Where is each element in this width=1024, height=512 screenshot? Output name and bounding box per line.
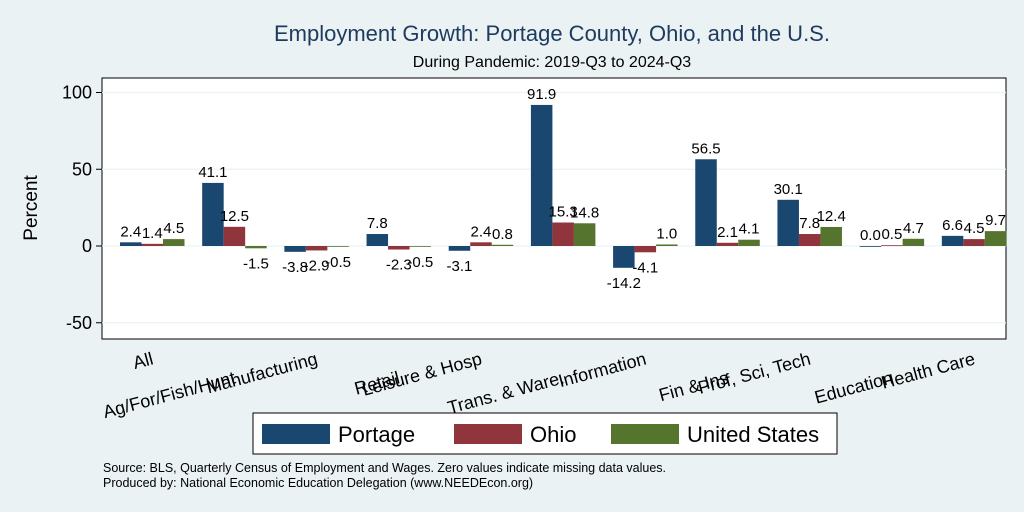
- bar-united-states: [656, 244, 678, 246]
- bar-ohio: [141, 243, 163, 246]
- data-label: -4.1: [632, 259, 658, 276]
- bar-portage: [530, 104, 553, 246]
- bar-united-states: [573, 223, 596, 246]
- data-label: 4.5: [964, 220, 985, 237]
- data-labels: 2.4 1.4 4.541.112.5-1.5 -3.8-2.9-0.57.8-2.3…: [120, 86, 1006, 292]
- data-label: 1.4: [142, 225, 163, 242]
- data-label: -14.2: [607, 275, 641, 292]
- y-tick-label: 0: [82, 236, 92, 256]
- data-label: -3.1: [447, 258, 473, 275]
- legend: Portage Ohio United States: [252, 412, 838, 455]
- data-label: 30.1: [774, 181, 803, 198]
- y-tick-label: 50: [72, 159, 92, 179]
- x-tick-label: Health Care: [879, 349, 977, 393]
- x-tick-label: Manufacturing: [204, 349, 319, 398]
- data-label: 14.8: [570, 204, 599, 221]
- bar-ohio: [963, 239, 985, 246]
- data-label: -0.5: [407, 254, 433, 271]
- bar-ohio: [470, 242, 492, 246]
- bar-united-states: [491, 244, 514, 246]
- bar-united-states: [163, 239, 185, 246]
- bar-ohio: [305, 246, 328, 251]
- bar-united-states: [409, 246, 432, 247]
- legend-label-united-states: United States: [687, 422, 819, 447]
- data-label: 91.9: [527, 86, 556, 103]
- data-label: 0.8: [492, 226, 513, 243]
- bar-portage: [448, 246, 471, 251]
- data-label: 4.1: [739, 221, 760, 238]
- bar-ohio: [388, 246, 410, 250]
- legend-swatch-portage: [262, 424, 330, 444]
- bar-ohio: [881, 245, 903, 247]
- plot-area: [101, 77, 1007, 340]
- legend-label-portage: Portage: [338, 422, 415, 447]
- data-label: -2.3: [386, 257, 412, 274]
- data-label: 9.7: [985, 212, 1006, 229]
- bar-portage: [284, 246, 306, 252]
- data-label: 56.5: [691, 140, 720, 157]
- chart-title: Employment Growth: Portage County, Ohio,…: [274, 21, 830, 46]
- bar-ohio: [716, 242, 739, 246]
- data-label: 41.1: [198, 164, 227, 181]
- legend-swatch-united-states: [611, 424, 679, 444]
- bars: [120, 104, 1007, 268]
- bar-united-states: [327, 246, 349, 247]
- data-label: 2.1: [717, 224, 738, 241]
- bar-portage: [859, 246, 882, 247]
- bar-ohio: [798, 234, 821, 246]
- data-label: 7.8: [799, 215, 820, 232]
- data-label: 2.4: [471, 223, 492, 240]
- data-label: 1.0: [656, 225, 677, 242]
- bar-portage: [120, 242, 142, 246]
- y-axis-title: Percent: [21, 175, 42, 241]
- data-label: 12.5: [220, 208, 249, 225]
- legend-box: [252, 412, 838, 455]
- data-label: 0.0: [860, 227, 881, 244]
- data-label: 6.6: [942, 217, 963, 234]
- bar-united-states: [902, 238, 925, 246]
- data-label: 2.4: [120, 223, 141, 240]
- x-tick-label: Prof, Sci, Tech: [696, 349, 813, 398]
- data-label: 0.5: [881, 226, 902, 243]
- data-label: -1.5: [243, 255, 269, 272]
- source-note: Source: BLS, Quarterly Census of Employm…: [103, 461, 666, 475]
- bar-portage: [941, 235, 964, 246]
- bar-ohio: [552, 222, 574, 246]
- y-axis: -50 0 50 100: [62, 83, 102, 333]
- data-label: 4.7: [903, 220, 924, 237]
- data-label: -0.5: [325, 254, 351, 271]
- y-tick-label: -50: [66, 313, 92, 333]
- chart-subtitle: During Pandemic: 2019-Q3 to 2024-Q3: [413, 54, 691, 71]
- y-tick-label: 100: [62, 83, 92, 103]
- data-label: 12.4: [817, 208, 846, 225]
- data-label: 4.5: [163, 220, 184, 237]
- data-label: 15.3: [549, 204, 578, 221]
- data-label: 7.8: [367, 215, 388, 232]
- bar-portage: [202, 182, 224, 246]
- bar-portage: [695, 159, 717, 246]
- x-tick-label: Trans. & Ware.: [445, 368, 566, 418]
- data-label: -3.8: [282, 259, 308, 276]
- legend-swatch-ohio: [454, 424, 522, 444]
- data-label: -2.9: [304, 257, 330, 274]
- bar-united-states: [820, 226, 842, 246]
- bar-portage: [613, 246, 635, 268]
- x-tick-label: All: [131, 349, 156, 373]
- bar-united-states: [245, 246, 267, 249]
- x-tick-label: Information: [556, 349, 648, 392]
- produced-note: Produced by: National Economic Education…: [103, 476, 533, 490]
- bar-portage: [777, 199, 799, 246]
- bar-united-states: [984, 231, 1007, 246]
- bar-portage: [366, 234, 389, 246]
- legend-label-ohio: Ohio: [530, 422, 576, 447]
- bar-ohio: [223, 226, 246, 246]
- bar-ohio: [634, 246, 657, 253]
- bar-united-states: [738, 239, 760, 246]
